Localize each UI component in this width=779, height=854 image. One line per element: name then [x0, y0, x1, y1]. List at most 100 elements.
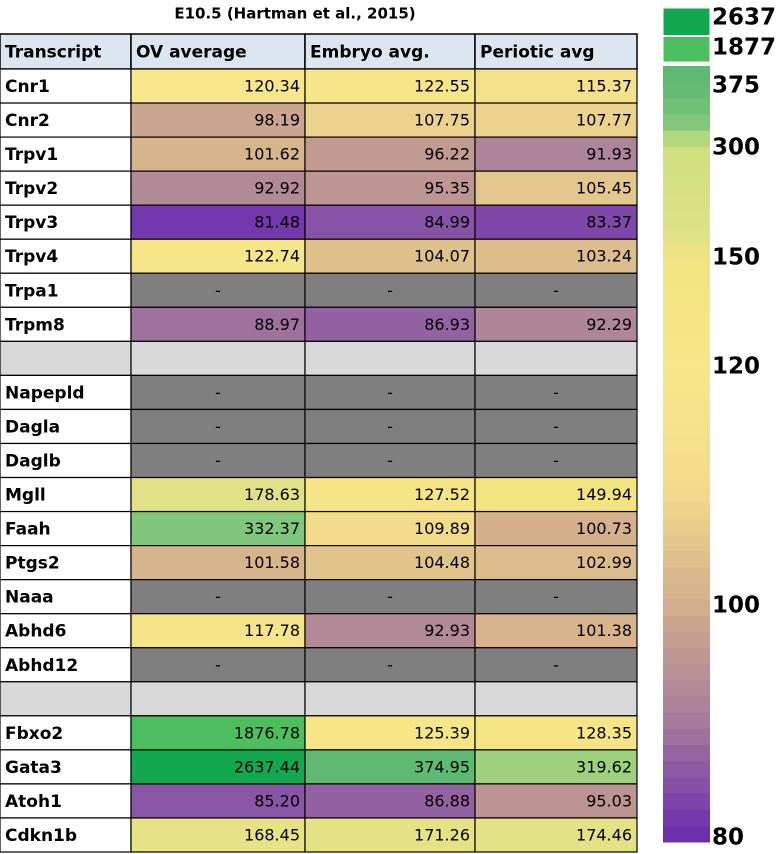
legend-band: [663, 664, 710, 681]
legend-band: [663, 809, 710, 827]
row-label: Trpv4: [5, 247, 58, 267]
cell: [130, 579, 306, 615]
row-label: Mgll: [5, 486, 46, 506]
legend-band: [663, 680, 710, 697]
cell: [304, 476, 476, 513]
cell: [474, 102, 638, 138]
legend-box: [663, 8, 710, 35]
cell: [474, 817, 638, 853]
cell-text: -: [215, 587, 221, 606]
cell-text: 127.52: [414, 485, 470, 504]
cell-text: 332.37: [244, 519, 300, 538]
cell-text: 120.34: [244, 77, 300, 96]
legend-band: [663, 357, 710, 374]
cell-text: -: [215, 383, 221, 402]
cell-text: 92.92: [254, 179, 300, 198]
header-cell: [474, 33, 638, 70]
cell-text: -: [553, 281, 559, 300]
cell: [304, 681, 476, 717]
cell: [474, 545, 638, 581]
cell: [130, 647, 306, 683]
row-label: Trpv1: [5, 145, 58, 165]
legend-label: 300: [712, 135, 760, 161]
legend-band: [663, 276, 710, 293]
cell-text: 174.46: [576, 825, 632, 844]
cell-text: -: [387, 587, 393, 606]
header-text: Transcript: [5, 43, 101, 63]
cell: [304, 647, 476, 683]
legend-label: 2637: [712, 5, 776, 31]
legend-band: [663, 179, 710, 196]
cell: [474, 374, 638, 411]
legend-label: 375: [712, 73, 760, 99]
legend-label: 120: [712, 354, 760, 380]
row-label: Trpv2: [5, 179, 58, 199]
cell: [130, 170, 306, 206]
cell-text: -: [215, 417, 221, 436]
cell-text: -: [553, 417, 559, 436]
row-label: Faah: [5, 520, 51, 540]
row-label: Cnr1: [5, 77, 50, 97]
legend-label: 100: [712, 593, 760, 619]
row-label: Trpa1: [5, 281, 59, 301]
cell-text: 107.77: [576, 111, 632, 130]
cell-text: 128.35: [576, 723, 632, 742]
row-label: Trpm8: [5, 315, 65, 335]
cell-text: -: [387, 417, 393, 436]
header-cell: [130, 33, 306, 70]
legend-band: [663, 470, 710, 487]
legend-band: [663, 518, 710, 536]
cell: [474, 204, 638, 240]
cell: [130, 374, 306, 411]
cell: [130, 204, 306, 240]
cell-text: 95.35: [424, 179, 470, 198]
cell: [0, 340, 132, 376]
cell: [0, 272, 132, 308]
header-text: Periotic avg: [480, 43, 595, 63]
cell-text: -: [387, 451, 393, 470]
cell: [474, 749, 638, 785]
header-text: OV average: [136, 43, 247, 63]
cell-text: 95.03: [586, 791, 632, 810]
cell: [304, 408, 476, 445]
cell-text: 122.74: [244, 247, 300, 266]
cell-text: -: [553, 451, 559, 470]
cell: [130, 136, 306, 172]
legend-band: [663, 324, 710, 342]
cell: [0, 647, 132, 683]
legend-label: 1877: [712, 35, 776, 61]
cell: [130, 545, 306, 581]
cell: [130, 715, 306, 751]
cell: [130, 102, 306, 138]
table-title: E10.5 (Hartman et al., 2015): [174, 5, 415, 23]
legend-band: [663, 567, 710, 584]
cell: [304, 170, 476, 206]
cell-text: 98.19: [254, 111, 300, 130]
legend-band: [663, 648, 710, 665]
legend-band: [663, 583, 710, 600]
cell-text: 1876.78: [234, 723, 300, 742]
row-label: Dagla: [5, 417, 60, 437]
cell: [474, 408, 638, 445]
cell: [474, 170, 638, 206]
row-label: Ptgs2: [5, 554, 60, 574]
legend-band: [663, 825, 710, 843]
cell: [0, 545, 132, 581]
cell-text: -: [553, 655, 559, 674]
cell-text: 102.99: [576, 553, 632, 572]
cell-text: 92.93: [424, 621, 470, 640]
cell: [474, 306, 638, 342]
cell: [474, 340, 638, 376]
legend-band: [663, 551, 710, 568]
cell-text: 101.62: [244, 145, 300, 164]
legend-band: [663, 114, 710, 132]
legend-band: [663, 712, 710, 730]
cell: [474, 476, 638, 513]
legend-band: [663, 405, 710, 423]
legend-band: [663, 454, 710, 471]
cell: [474, 272, 638, 308]
cell-text: -: [553, 383, 559, 402]
row-label: Daglb: [5, 452, 61, 472]
cell: [0, 510, 132, 547]
cell-text: 171.26: [414, 825, 470, 844]
